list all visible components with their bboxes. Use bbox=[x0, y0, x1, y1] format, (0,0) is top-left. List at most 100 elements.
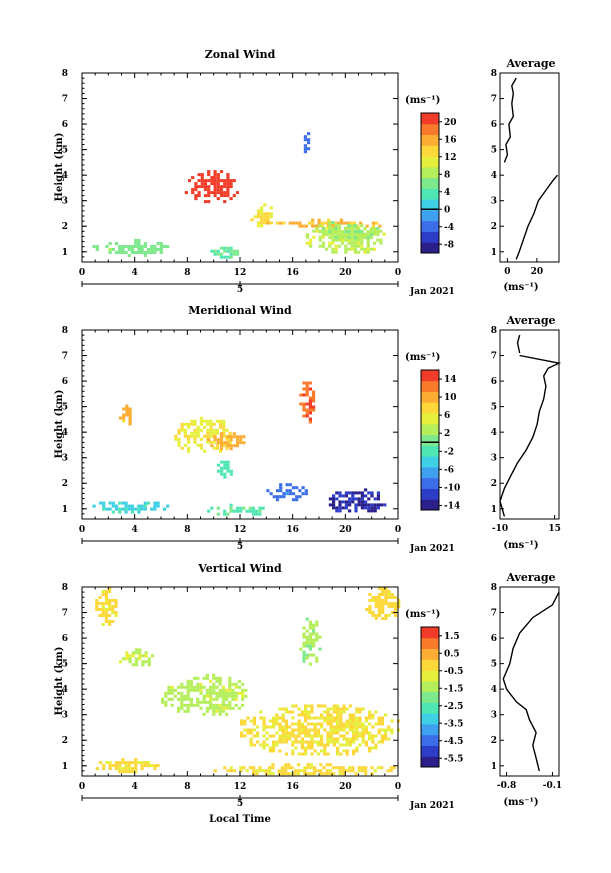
heat-cell-4 bbox=[252, 719, 256, 723]
heat-cell-5 bbox=[140, 245, 144, 248]
heat-cell-2 bbox=[226, 435, 230, 439]
heat-cell-1 bbox=[187, 437, 191, 441]
heat-cell-3 bbox=[321, 241, 325, 245]
profile-xtick-label: -10 bbox=[492, 524, 508, 534]
colorbar-band bbox=[421, 113, 439, 125]
colorbar-tick-label: -4.5 bbox=[444, 737, 463, 747]
heat-cell-4 bbox=[367, 506, 371, 510]
heat-cell-6 bbox=[219, 246, 224, 250]
heat-cell-6 bbox=[381, 590, 385, 593]
heat-cell-3 bbox=[302, 644, 306, 648]
heat-cell-5 bbox=[124, 767, 128, 771]
heat-cell-5 bbox=[95, 767, 99, 771]
heat-cell-7 bbox=[325, 763, 329, 767]
heat-cell-4 bbox=[284, 707, 288, 711]
heat-cell-4 bbox=[315, 227, 319, 231]
profile-ytick-label: 8 bbox=[491, 69, 497, 79]
heat-cell-0 bbox=[108, 590, 112, 593]
heat-cell-2 bbox=[212, 673, 216, 677]
heat-cell-3 bbox=[308, 387, 312, 391]
title-meridional: Meridional Wind bbox=[188, 304, 292, 317]
heat-cell-0 bbox=[101, 602, 105, 605]
heat-cell-5 bbox=[118, 764, 122, 768]
heat-cell-2 bbox=[228, 682, 232, 686]
heat-cell-1 bbox=[180, 428, 184, 432]
heat-cell-5 bbox=[118, 251, 122, 254]
heat-cell-4 bbox=[326, 740, 330, 744]
heat-cell-6 bbox=[102, 507, 106, 511]
heat-cell-0 bbox=[111, 599, 115, 602]
heat-cell-3 bbox=[318, 238, 322, 242]
heat-cell-2 bbox=[228, 691, 232, 695]
heat-cell-4 bbox=[336, 725, 340, 729]
heat-cell-3 bbox=[308, 635, 312, 639]
heat-cell-3 bbox=[308, 405, 312, 409]
heat-cell-4 bbox=[300, 746, 304, 750]
day-label: 5 bbox=[237, 542, 243, 552]
xtick-label: 0 bbox=[79, 268, 85, 278]
heat-cell-1 bbox=[190, 431, 194, 435]
heat-cell-8 bbox=[220, 469, 224, 473]
heat-cell-3 bbox=[334, 232, 338, 236]
heat-cell-6 bbox=[143, 507, 147, 511]
heat-cell-6 bbox=[137, 504, 141, 508]
heat-cell-1 bbox=[212, 422, 216, 426]
heat-cell-2 bbox=[189, 688, 193, 692]
heat-cell-4 bbox=[310, 722, 314, 726]
heat-cell-5 bbox=[121, 767, 125, 771]
heat-cell-6 bbox=[365, 608, 369, 611]
heat-cell-1 bbox=[193, 434, 197, 438]
heat-cell-4 bbox=[374, 734, 378, 738]
heat-cell-1 bbox=[269, 212, 273, 216]
heat-cell-6 bbox=[368, 608, 372, 611]
heat-cell-7 bbox=[376, 766, 381, 770]
heat-cell-4 bbox=[329, 734, 333, 738]
heat-cell-2 bbox=[231, 706, 235, 710]
heat-cell-4 bbox=[377, 728, 381, 732]
heat-cell-1 bbox=[209, 422, 213, 426]
heat-cell-5 bbox=[291, 492, 296, 496]
heat-cell-4 bbox=[352, 722, 356, 726]
heat-cell-4 bbox=[304, 746, 308, 750]
heat-cell-4 bbox=[323, 710, 327, 714]
heat-cell-5 bbox=[108, 248, 112, 251]
heat-cell-0 bbox=[213, 170, 217, 174]
heat-cell-6 bbox=[381, 611, 385, 614]
heat-cell-3 bbox=[360, 247, 364, 251]
heat-cell-0 bbox=[114, 605, 118, 608]
heat-cell-2 bbox=[196, 697, 200, 701]
heat-cell-1 bbox=[206, 431, 210, 435]
heat-cell-5 bbox=[114, 761, 119, 765]
heat-cell-3 bbox=[305, 384, 309, 388]
heat-cell-0 bbox=[200, 173, 204, 177]
heat-cell-2 bbox=[180, 694, 184, 698]
heat-cell-1 bbox=[190, 434, 194, 438]
heat-cell-1 bbox=[125, 651, 129, 655]
heat-cell-5 bbox=[95, 245, 99, 248]
heat-cell-5 bbox=[102, 764, 106, 768]
heat-cell-4 bbox=[272, 734, 276, 738]
xtick-label: 8 bbox=[184, 268, 190, 278]
heat-cell-5 bbox=[118, 770, 122, 774]
heat-cell-7 bbox=[216, 512, 220, 516]
heat-cell-1 bbox=[177, 428, 181, 432]
heat-cell-4 bbox=[358, 722, 362, 726]
heat-cell-1 bbox=[269, 221, 273, 225]
ytick-label: 8 bbox=[62, 583, 68, 593]
heat-cell-5 bbox=[130, 761, 135, 765]
heat-cell-4 bbox=[348, 719, 352, 723]
heat-cell-7 bbox=[223, 509, 227, 513]
heat-cell-5 bbox=[127, 770, 131, 774]
heat-cell-4 bbox=[304, 716, 308, 720]
heat-cell-3 bbox=[305, 241, 309, 245]
colorbar-frame bbox=[420, 626, 440, 768]
heat-cell-4 bbox=[373, 227, 377, 231]
colorbar-tick-label: 6 bbox=[444, 411, 450, 421]
heat-cell-2 bbox=[215, 691, 219, 695]
heat-cell-4 bbox=[291, 704, 295, 708]
heat-cell-4 bbox=[345, 749, 349, 753]
heat-cell-2 bbox=[186, 691, 190, 695]
heat-cell-1 bbox=[187, 422, 191, 426]
heat-cell-6 bbox=[381, 593, 385, 596]
